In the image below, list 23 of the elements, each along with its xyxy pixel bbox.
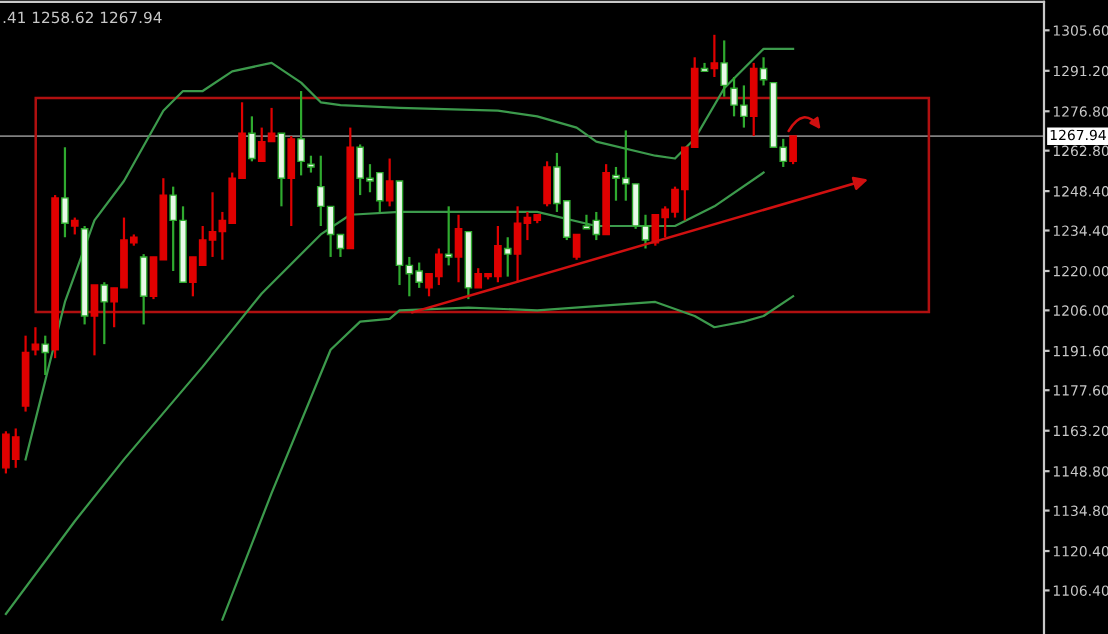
line-series: [4, 171, 765, 616]
candlestick: [444, 205, 453, 267]
candlestick: [749, 61, 758, 138]
line-series: [221, 295, 795, 621]
candlestick: [543, 160, 551, 208]
candlestick: [90, 283, 99, 357]
candlestick: [454, 213, 463, 284]
candlestick: [277, 132, 286, 208]
candlestick: [287, 134, 296, 228]
line-series: [24, 47, 795, 461]
candlestick: [720, 39, 729, 98]
candlestick: [31, 326, 40, 357]
candlestick: [385, 157, 394, 208]
candlestick: [503, 236, 512, 278]
candlestick: [710, 33, 719, 79]
candlestick: [248, 115, 256, 163]
candlestick: [139, 253, 148, 326]
candlestick: [41, 334, 50, 377]
candlestick: [572, 233, 581, 261]
candlestick: [297, 89, 305, 177]
candlestick: [789, 134, 797, 166]
candlestick: [61, 146, 69, 239]
candlestick: [100, 281, 109, 346]
